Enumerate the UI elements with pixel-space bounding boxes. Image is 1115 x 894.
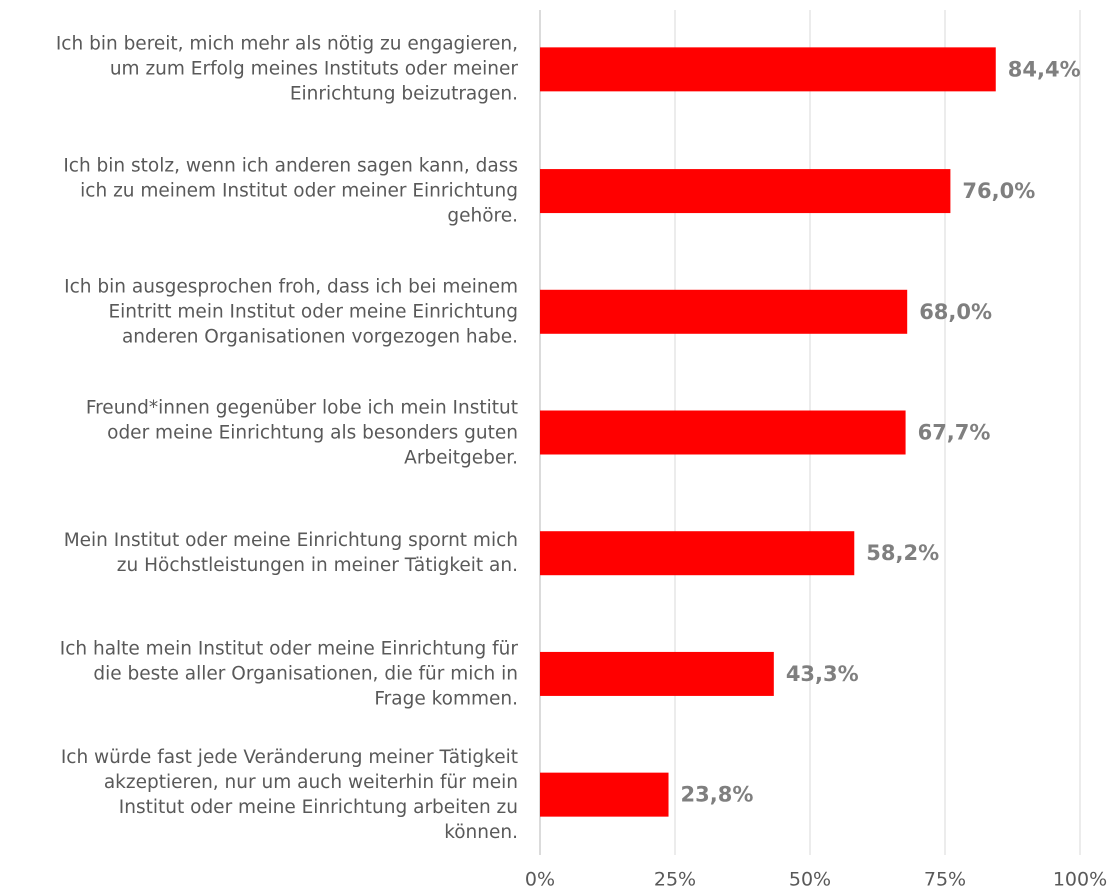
bar [540,772,669,817]
bar [540,531,855,576]
value-label: 23,8% [681,783,754,807]
x-tick-label: 25% [654,869,696,891]
category-label: Mein Institut oder meine Einrichtung spo… [63,530,518,577]
category-label: Freund*innen gegenüber lobe ich mein Ins… [85,397,518,468]
bar [540,47,996,92]
x-tick-label: 100% [1053,869,1107,891]
x-tick-label: 75% [924,869,966,891]
bar [540,651,774,696]
category-label: Ich würde fast jede Veränderung meiner T… [60,746,518,843]
value-label: 58,2% [866,541,939,565]
bar [540,289,908,334]
category-label: Ich bin stolz, wenn ich anderen sagen ka… [63,155,518,227]
category-label: Ich bin ausgesprochen froh, dass ich bei… [64,276,518,348]
value-label: 68,0% [919,300,992,324]
value-label: 76,0% [962,179,1035,203]
value-label: 67,7% [918,421,991,445]
x-tick-label: 50% [789,869,831,891]
x-tick-label: 0% [525,869,555,891]
value-label: 84,4% [1008,57,1081,81]
category-label: Ich bin bereit, mich mehr als nötig zu e… [55,33,518,105]
bar [540,410,906,455]
bar [540,169,951,214]
value-label: 43,3% [786,662,859,686]
category-label: Ich halte mein Institut oder meine Einri… [59,638,518,710]
